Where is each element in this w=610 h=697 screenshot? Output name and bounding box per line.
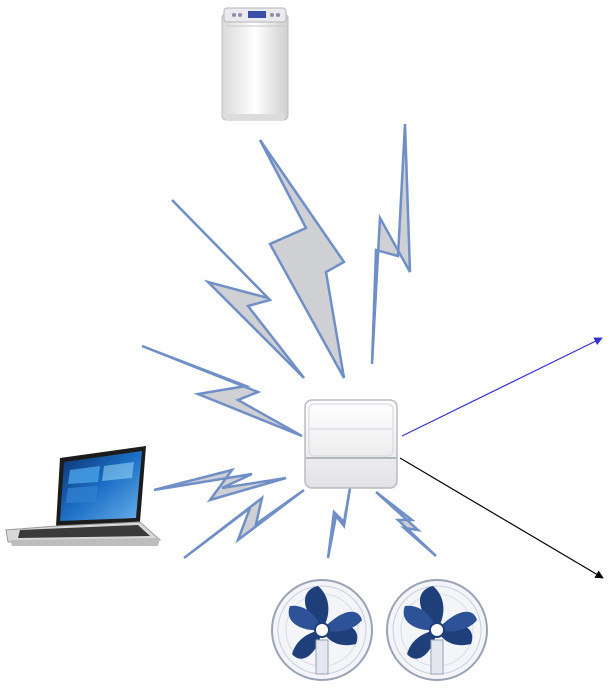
bolt-laptop <box>153 467 287 503</box>
arrow-up-right <box>401 337 603 437</box>
laptop-icon <box>5 446 162 546</box>
bolt-upper-left <box>171 199 305 379</box>
bolt-lower-left <box>183 488 305 559</box>
washing-machine-icon <box>221 7 289 121</box>
arrow-down-right <box>399 457 604 579</box>
bolt-upper-right <box>370 123 412 365</box>
bolt-washing-machine <box>258 139 346 379</box>
bolt-left <box>141 344 303 438</box>
wireless-hub-icon <box>304 399 398 489</box>
bolt-fan-left <box>326 487 352 559</box>
bolt-fan-right <box>375 491 437 557</box>
fan-icon <box>271 579 373 681</box>
fan-icon <box>386 579 488 681</box>
wireless-links <box>141 123 437 559</box>
